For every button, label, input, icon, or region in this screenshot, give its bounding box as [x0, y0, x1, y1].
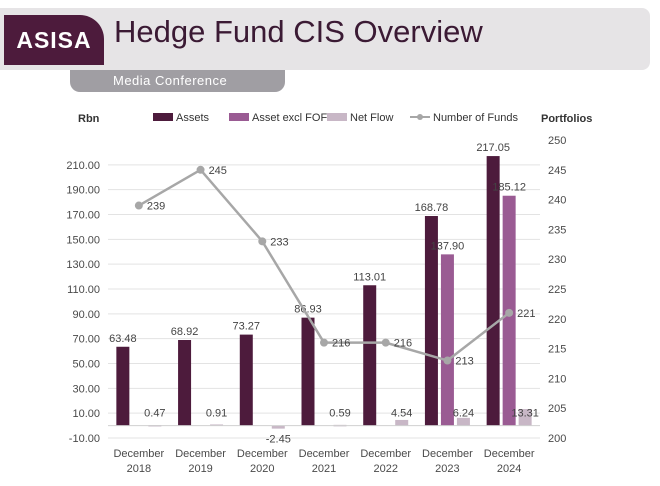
y-tick-label: 170.00	[66, 210, 100, 222]
y-tick-label: -10.00	[69, 433, 100, 445]
net-flow-bar	[395, 419, 409, 426]
x-tick-label: December	[299, 448, 350, 460]
y2-tick-label: 250	[548, 135, 566, 147]
legend-swatch	[327, 113, 347, 121]
y-tick-label: 50.00	[72, 359, 100, 371]
assets-label: 63.48	[109, 333, 137, 345]
x-tick-label: 2024	[497, 463, 521, 475]
number-of-funds-label: 239	[147, 201, 165, 213]
legend-swatch	[229, 113, 249, 121]
asset-excl-fof-label: 137.90	[431, 240, 465, 252]
y-tick-label: 10.00	[72, 408, 100, 420]
number-of-funds-label: 213	[455, 356, 473, 368]
x-tick-label: December	[175, 448, 226, 460]
assets-bar	[486, 156, 500, 426]
legend-label: Asset excl FOF	[252, 112, 327, 124]
x-tick-label: 2020	[250, 463, 274, 475]
assets-label: 168.78	[415, 202, 449, 214]
y-axis-title: Rbn	[78, 113, 100, 125]
net-flow-label: 13.31	[511, 408, 539, 420]
assets-label: 217.05	[476, 142, 510, 154]
net-flow-bar	[271, 425, 285, 429]
number-of-funds-label: 245	[209, 165, 227, 177]
net-flow-bar	[456, 417, 470, 426]
x-tick-label: 2018	[127, 463, 151, 475]
x-tick-label: 2022	[373, 463, 397, 475]
assets-bar	[178, 340, 192, 426]
y-tick-label: 190.00	[66, 185, 100, 197]
y2-tick-label: 200	[548, 433, 566, 445]
assets-label: 73.27	[233, 321, 261, 333]
net-flow-label: 6.24	[453, 408, 474, 420]
y2-tick-label: 240	[548, 195, 566, 207]
number-of-funds-point	[505, 308, 514, 317]
y2-tick-label: 230	[548, 254, 566, 266]
assets-bar	[424, 216, 438, 426]
number-of-funds-point	[381, 338, 390, 347]
legend-marker	[417, 114, 423, 120]
number-of-funds-point	[134, 201, 143, 210]
net-flow-label: 4.54	[391, 408, 412, 420]
y-tick-label: 130.00	[66, 259, 100, 271]
subtitle-bar	[70, 70, 285, 92]
y-tick-label: 110.00	[67, 284, 100, 296]
y2-tick-label: 225	[548, 284, 566, 296]
y2-axis-title: Portfolios	[541, 113, 592, 125]
net-flow-label: -2.45	[266, 434, 291, 446]
asset-excl-fof-bar	[440, 254, 454, 426]
header-bar	[0, 8, 650, 70]
y2-tick-label: 215	[548, 344, 566, 356]
asisa-logo: ASISA	[4, 15, 104, 65]
number-of-funds-label: 233	[270, 236, 288, 248]
legend-label: Net Flow	[350, 112, 393, 124]
legend-swatch	[153, 113, 173, 121]
legend-label: Assets	[176, 112, 210, 124]
x-tick-label: 2021	[312, 463, 336, 475]
x-tick-label: December	[237, 448, 288, 460]
legend-label: Number of Funds	[433, 112, 518, 124]
number-of-funds-point	[196, 165, 205, 174]
page-subtitle: Media Conference	[113, 73, 228, 88]
number-of-funds-label: 216	[332, 338, 350, 350]
y2-tick-label: 205	[548, 403, 566, 415]
x-tick-label: 2019	[188, 463, 212, 475]
assets-bar	[301, 317, 315, 426]
net-flow-label: 0.91	[206, 408, 227, 420]
assets-label: 86.93	[294, 304, 322, 316]
number-of-funds-label: 216	[394, 338, 412, 350]
y2-tick-label: 220	[548, 314, 566, 326]
asset-excl-fof-label: 185.12	[492, 182, 526, 194]
y2-tick-label: 245	[548, 165, 566, 177]
assets-label: 113.01	[353, 271, 386, 283]
x-tick-label: December	[484, 448, 535, 460]
y2-tick-label: 235	[548, 224, 566, 236]
y-tick-label: 210.00	[66, 160, 100, 172]
assets-label: 68.92	[171, 326, 199, 338]
assets-bar	[239, 334, 253, 426]
x-tick-label: December	[113, 448, 164, 460]
page-title: Hedge Fund CIS Overview	[114, 14, 483, 49]
net-flow-bar	[518, 409, 532, 426]
number-of-funds-point	[320, 338, 328, 347]
net-flow-label: 0.59	[329, 408, 350, 420]
y-tick-label: 30.00	[72, 383, 100, 395]
number-of-funds-point	[258, 237, 267, 246]
y-tick-label: 70.00	[72, 334, 100, 346]
net-flow-label: 0.47	[144, 408, 165, 420]
y-tick-label: 150.00	[66, 234, 100, 246]
y-tick-label: 90.00	[72, 309, 100, 321]
x-tick-label: December	[422, 448, 473, 460]
assets-bar	[116, 346, 130, 426]
assets-bar	[363, 285, 377, 426]
x-tick-label: 2023	[435, 463, 459, 475]
y2-tick-label: 210	[548, 373, 566, 385]
number-of-funds-point	[443, 356, 452, 365]
x-tick-label: December	[360, 448, 411, 460]
number-of-funds-label: 221	[517, 308, 535, 320]
